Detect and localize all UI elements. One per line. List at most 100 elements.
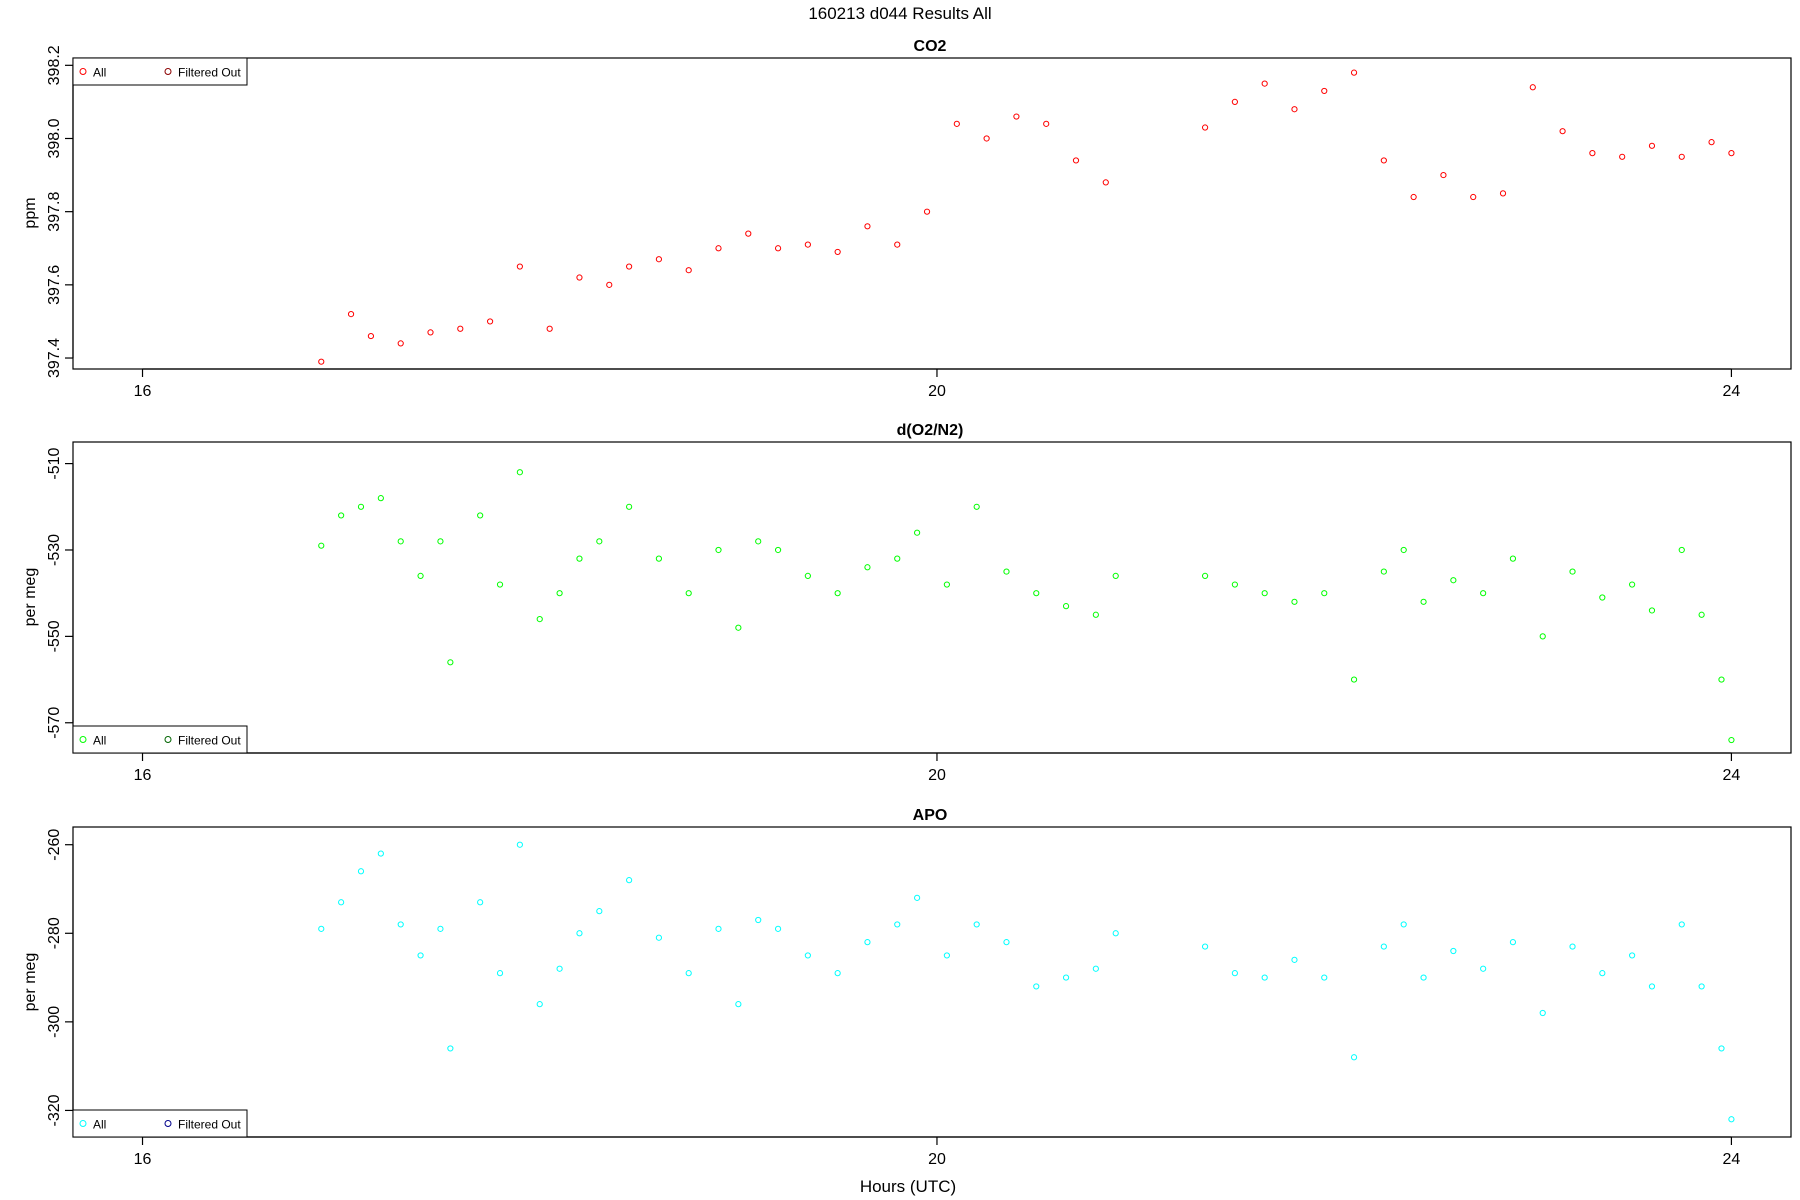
apo-data-point (1261, 974, 1268, 981)
apo-data-point (1380, 943, 1387, 950)
apo-data-point (1033, 983, 1040, 990)
apo-data-point (1003, 939, 1010, 946)
apo-x-tick-label: 24 (1723, 1151, 1741, 1168)
apo-data-point (338, 899, 345, 906)
co2-data-point (457, 325, 464, 332)
o2n2-data-point (1678, 546, 1685, 554)
co2-data-point (1072, 157, 1080, 164)
co2-legend-box (72, 57, 248, 86)
co2-data-point (1321, 87, 1328, 95)
apo-data-point (755, 916, 762, 924)
o2n2-data-point (774, 546, 782, 554)
o2n2-data-point (357, 503, 365, 510)
apo-data-point (576, 930, 583, 937)
apo-data-point (834, 970, 841, 977)
co2-data-point (1728, 150, 1735, 157)
co2-data-point (486, 318, 494, 325)
o2n2-data-point (1480, 590, 1487, 597)
co2-y-tick-label: 397.6 (46, 265, 63, 305)
co2-legend-label-all: All (93, 66, 106, 80)
co2-data-point (1559, 128, 1566, 135)
o2n2-data-point (596, 538, 603, 545)
o2n2-x-tick-label: 20 (928, 767, 946, 784)
o2n2-x-tick-label: 16 (134, 767, 152, 784)
apo-data-point (377, 850, 384, 857)
apo-data-point (1062, 974, 1070, 981)
o2n2-data-point (1539, 633, 1546, 640)
co2-legend-label-filtered: Filtered Out (178, 66, 241, 80)
o2n2-data-point (1261, 590, 1268, 597)
apo-data-point (1569, 943, 1576, 950)
apo-y-tick-label: -320 (46, 1094, 63, 1126)
apo-data-point (804, 952, 811, 959)
co2-x-tick-label: 16 (134, 383, 152, 400)
o2n2-data-point (864, 564, 871, 571)
co2-data-point (1231, 98, 1238, 106)
co2-panel: CO2 ppm 16 20 24 397.4 397.6 397.8 398.0 398.2… (22, 38, 1792, 400)
co2-data-point (1470, 193, 1477, 201)
o2n2-data-point (1569, 568, 1576, 575)
o2n2-legend-marker-all (79, 736, 87, 743)
apo-data-point (1480, 965, 1487, 972)
apo-x-axis: 16 20 24 (134, 1136, 1741, 1168)
o2n2-data-point (735, 624, 742, 631)
o2n2-data-point (397, 538, 404, 545)
o2n2-points (318, 469, 1735, 744)
o2n2-data-point (626, 503, 633, 510)
co2-data-point (894, 241, 901, 248)
co2-data-point (1380, 157, 1387, 164)
co2-data-point (1013, 113, 1020, 120)
o2n2-panel-title: d(O2/N2) (897, 422, 964, 439)
co2-data-point (1678, 153, 1685, 160)
o2n2-y-axis-label: per meg (22, 568, 39, 627)
o2n2-data-point (516, 469, 523, 476)
apo-data-point (1678, 921, 1685, 928)
co2-data-point (864, 223, 871, 230)
o2n2-legend: All Filtered Out (72, 725, 248, 754)
apo-data-point (1450, 947, 1457, 955)
co2-data-point (1102, 179, 1109, 186)
co2-data-point (804, 241, 811, 248)
apo-data-point (357, 868, 365, 875)
apo-data-point (914, 894, 921, 901)
co2-data-point (983, 135, 990, 142)
co2-points (318, 69, 1735, 365)
o2n2-legend-box (72, 725, 248, 754)
apo-y-tick-label: -260 (46, 829, 63, 861)
o2n2-x-tick-label: 24 (1723, 767, 1741, 784)
co2-data-point (318, 358, 325, 365)
o2n2-data-point (477, 512, 484, 519)
co2-data-point (1350, 69, 1358, 76)
o2n2-data-point (1231, 581, 1238, 588)
o2n2-panel: d(O2/N2) per meg 16 20 24 -570 -550 -530 -510… (22, 422, 1792, 784)
o2n2-data-point (834, 590, 841, 597)
apo-data-point (1629, 952, 1636, 959)
co2-data-point (1410, 193, 1417, 201)
o2n2-y-tick-label: -530 (46, 534, 63, 566)
apo-data-point (864, 939, 871, 946)
o2n2-data-point (1291, 598, 1298, 605)
apo-data-point (536, 1001, 543, 1008)
co2-data-point (953, 120, 960, 127)
o2n2-data-point (914, 529, 921, 536)
co2-data-point (923, 208, 931, 215)
co2-data-point (367, 332, 375, 340)
apo-data-point (943, 952, 950, 959)
apo-y-axis-label: per meg (22, 953, 39, 1012)
co2-data-point (1261, 80, 1268, 87)
apo-data-point (973, 921, 980, 928)
o2n2-y-tick-label: -570 (46, 707, 63, 739)
apo-data-point (1350, 1054, 1358, 1061)
o2n2-data-point (536, 615, 543, 623)
o2n2-data-point (655, 555, 663, 562)
o2n2-data-point (338, 512, 345, 519)
o2n2-data-point (804, 572, 811, 580)
co2-data-point (626, 263, 633, 270)
co2-panel-title: CO2 (914, 38, 947, 55)
co2-data-point (606, 281, 613, 288)
co2-plot-area (72, 57, 1792, 370)
apo-data-point (477, 899, 484, 906)
o2n2-data-point (1599, 594, 1606, 601)
apo-data-point (626, 877, 633, 884)
o2n2-data-point (556, 590, 563, 597)
